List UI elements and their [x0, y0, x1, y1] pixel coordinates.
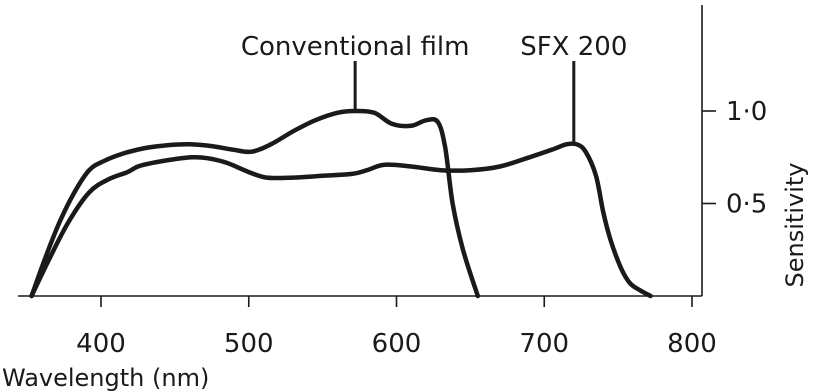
annotation-group: Conventional film SFX 200 — [241, 32, 627, 145]
y-tick-label-1: 1·0 — [726, 97, 767, 127]
annotation-conventional-film: Conventional film — [241, 32, 470, 62]
x-axis-title: Wavelength (nm) — [2, 364, 209, 392]
y-tick-label-0-5: 0·5 — [726, 190, 767, 220]
annotation-sfx-200: SFX 200 — [520, 32, 627, 62]
x-tick-label-600: 600 — [372, 329, 422, 359]
y-axis-title: Sensitivity — [781, 163, 809, 288]
x-tick-label-500: 500 — [224, 329, 274, 359]
x-tick-label-700: 700 — [519, 329, 569, 359]
x-tick-label-800: 800 — [667, 329, 717, 359]
y-tick-group: 0·5 1·0 — [702, 97, 767, 220]
x-tick-group: 400 500 600 700 800 — [76, 296, 717, 359]
series-sfx-200 — [29, 141, 653, 299]
series-group — [29, 108, 653, 299]
series-conventional-film — [29, 108, 481, 299]
x-tick-label-400: 400 — [76, 329, 126, 359]
